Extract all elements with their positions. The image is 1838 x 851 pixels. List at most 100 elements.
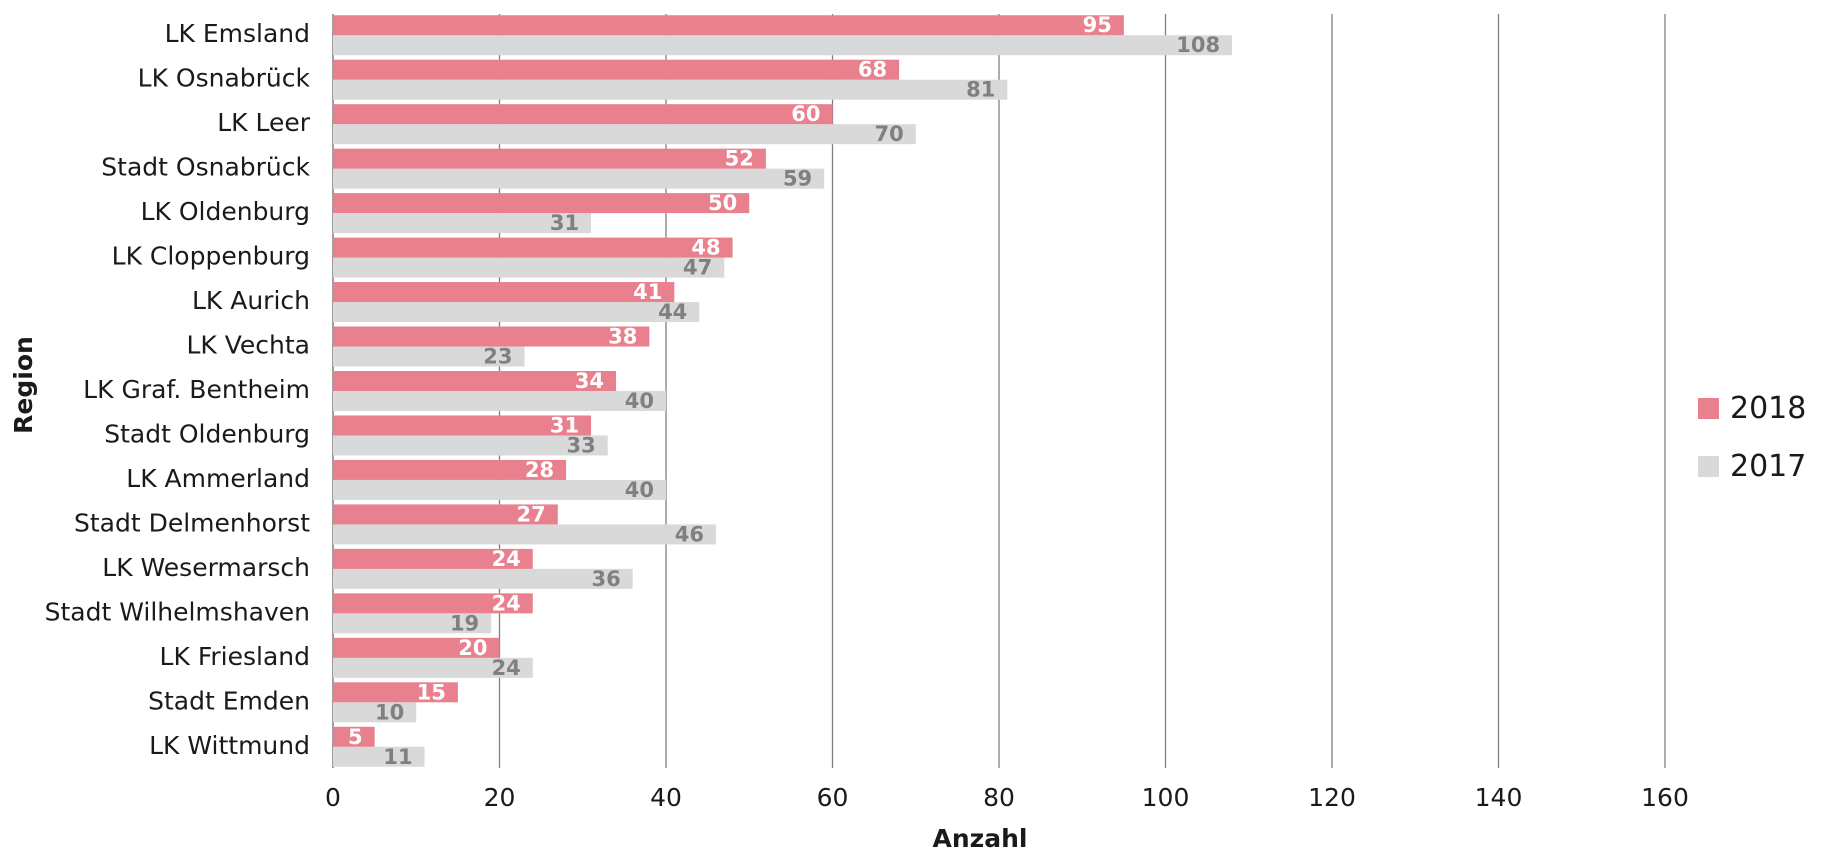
data-label-2017: 46 xyxy=(675,522,704,546)
data-label-2018: 52 xyxy=(725,147,754,171)
data-label-2018: 24 xyxy=(492,547,521,571)
x-tick-label: 20 xyxy=(484,783,516,812)
bars xyxy=(333,15,1233,767)
bar-2018 xyxy=(333,682,458,703)
x-tick-label: 140 xyxy=(1475,783,1523,812)
x-tick-label: 120 xyxy=(1308,783,1356,812)
data-label-2018: 24 xyxy=(492,591,521,615)
data-label-2017: 36 xyxy=(591,567,620,591)
bar-2018 xyxy=(333,593,533,614)
data-label-2018: 95 xyxy=(1083,13,1112,37)
data-label-2018: 15 xyxy=(417,680,446,704)
category-label: LK Leer xyxy=(217,108,311,137)
data-label-2017: 11 xyxy=(383,745,412,769)
data-label-2017: 23 xyxy=(483,345,512,369)
data-label-2018: 28 xyxy=(525,458,554,482)
category-label: LK Wittmund xyxy=(149,731,310,760)
x-tick-label: 40 xyxy=(650,783,682,812)
bar-2017 xyxy=(333,168,825,189)
data-label-2017: 108 xyxy=(1176,33,1220,57)
bar-2018 xyxy=(333,415,592,436)
bar-2017 xyxy=(333,257,725,278)
bar-2018 xyxy=(333,548,533,569)
bar-2018 xyxy=(333,459,567,480)
bar-2018 xyxy=(333,504,558,525)
category-label: Stadt Wilhelmshaven xyxy=(45,597,310,626)
bar-2017 xyxy=(333,302,700,323)
data-labels: 9510868816070525950314847414438233440313… xyxy=(348,13,1220,769)
bar-2017 xyxy=(333,124,916,145)
bar-2018 xyxy=(333,148,766,169)
x-tick-labels: 0 20 40 60 80 100 120 140 160 xyxy=(325,783,1689,812)
legend-swatch-2017 xyxy=(1698,456,1719,477)
data-label-2017: 24 xyxy=(492,656,521,680)
data-label-2018: 27 xyxy=(517,502,546,526)
x-tick-label: 80 xyxy=(983,783,1015,812)
data-label-2017: 31 xyxy=(550,211,579,235)
data-label-2018: 48 xyxy=(691,236,720,260)
data-label-2017: 47 xyxy=(683,256,712,280)
category-label: LK Graf. Bentheim xyxy=(83,375,310,404)
data-label-2017: 70 xyxy=(875,122,904,146)
bar-2017 xyxy=(333,613,492,634)
data-label-2018: 41 xyxy=(633,280,662,304)
bar-2018 xyxy=(333,193,750,214)
x-axis-title: Anzahl xyxy=(933,824,1028,851)
category-label: LK Wesermarsch xyxy=(102,553,310,582)
bar-2017 xyxy=(333,568,633,589)
x-tick-label: 160 xyxy=(1641,783,1689,812)
bar-2018 xyxy=(333,371,617,391)
bar-2018 xyxy=(333,282,675,303)
data-label-2018: 34 xyxy=(575,369,604,393)
legend-label-2018: 2018 xyxy=(1730,391,1806,426)
category-label: Stadt Osnabrück xyxy=(101,153,310,182)
data-label-2018: 20 xyxy=(458,636,487,660)
category-label: LK Osnabrück xyxy=(138,64,311,93)
data-label-2017: 59 xyxy=(783,167,812,191)
data-label-2018: 5 xyxy=(348,725,363,749)
category-label: LK Cloppenburg xyxy=(112,242,310,271)
data-label-2017: 40 xyxy=(625,478,654,502)
category-label: Stadt Emden xyxy=(148,686,310,715)
bar-2017 xyxy=(333,657,533,678)
data-label-2017: 10 xyxy=(375,700,404,724)
bar-2017 xyxy=(333,346,525,367)
bar-2017 xyxy=(333,35,1233,56)
category-labels: LK Emsland LK Osnabrück LK Leer Stadt Osnab… xyxy=(45,19,311,760)
bar-2018 xyxy=(333,326,650,347)
bar-2017 xyxy=(333,524,716,545)
legend-label-2017: 2017 xyxy=(1730,449,1806,484)
data-label-2017: 19 xyxy=(450,611,479,635)
x-tick-label: 60 xyxy=(817,783,849,812)
category-label: LK Friesland xyxy=(160,642,310,671)
data-label-2018: 50 xyxy=(708,191,737,215)
category-label: Stadt Delmenhorst xyxy=(74,508,310,537)
bar-2017 xyxy=(333,213,592,234)
bar-2018 xyxy=(333,237,733,258)
bar-2017 xyxy=(333,746,425,767)
bar-2018 xyxy=(333,104,833,125)
bar-2017 xyxy=(333,391,666,411)
bar-2017 xyxy=(333,79,1008,100)
data-label-2018: 60 xyxy=(791,102,820,126)
category-label: LK Oldenburg xyxy=(141,197,310,226)
data-label-2017: 44 xyxy=(658,300,687,324)
bar-2018 xyxy=(333,637,500,658)
category-label: LK Aurich xyxy=(192,286,310,315)
data-label-2018: 68 xyxy=(858,58,887,82)
legend: 2018 2017 xyxy=(1698,391,1806,484)
category-label: Stadt Oldenburg xyxy=(104,419,310,448)
data-label-2018: 31 xyxy=(550,413,579,437)
data-label-2017: 81 xyxy=(966,78,995,102)
data-label-2017: 40 xyxy=(625,389,654,413)
y-axis-title: Region xyxy=(9,336,38,434)
data-label-2017: 33 xyxy=(566,433,595,457)
legend-swatch-2018 xyxy=(1698,398,1719,419)
bar-2017 xyxy=(333,702,417,723)
category-label: LK Emsland xyxy=(165,19,310,48)
bar-2018 xyxy=(333,15,1124,36)
x-tick-label: 100 xyxy=(1142,783,1190,812)
bar-2018 xyxy=(333,726,375,747)
